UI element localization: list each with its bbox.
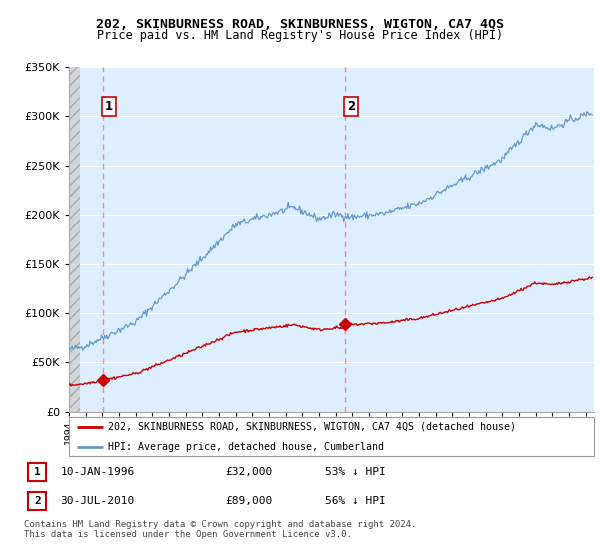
- Text: 202, SKINBURNESS ROAD, SKINBURNESS, WIGTON, CA7 4QS: 202, SKINBURNESS ROAD, SKINBURNESS, WIGT…: [96, 18, 504, 31]
- Text: Price paid vs. HM Land Registry's House Price Index (HPI): Price paid vs. HM Land Registry's House …: [97, 29, 503, 42]
- Text: 1: 1: [105, 100, 113, 113]
- Text: £89,000: £89,000: [225, 496, 272, 506]
- Text: Contains HM Land Registry data © Crown copyright and database right 2024.
This d: Contains HM Land Registry data © Crown c…: [24, 520, 416, 539]
- Text: 2: 2: [34, 496, 41, 506]
- Text: 2: 2: [347, 100, 355, 113]
- Text: £32,000: £32,000: [225, 467, 272, 477]
- Text: 53% ↓ HPI: 53% ↓ HPI: [325, 467, 386, 477]
- Text: 1: 1: [34, 467, 41, 477]
- Text: 30-JUL-2010: 30-JUL-2010: [60, 496, 134, 506]
- Bar: [28, 492, 46, 510]
- Text: 202, SKINBURNESS ROAD, SKINBURNESS, WIGTON, CA7 4QS (detached house): 202, SKINBURNESS ROAD, SKINBURNESS, WIGT…: [109, 422, 517, 432]
- Text: 56% ↓ HPI: 56% ↓ HPI: [325, 496, 386, 506]
- Text: 10-JAN-1996: 10-JAN-1996: [60, 467, 134, 477]
- Bar: [28, 463, 46, 482]
- Text: HPI: Average price, detached house, Cumberland: HPI: Average price, detached house, Cumb…: [109, 442, 385, 452]
